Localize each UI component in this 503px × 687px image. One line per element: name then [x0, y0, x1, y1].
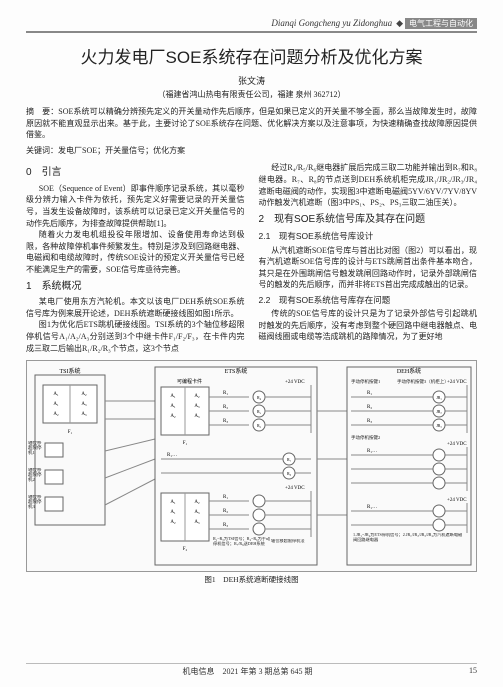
author: 张文涛	[26, 74, 477, 87]
sec21-p1: 从汽机遮断SOE信号库与首出比对图（图2）可以看出，现有汽机遮断SOE信号库的设…	[259, 245, 478, 291]
svg-text:A₁: A₁	[53, 392, 59, 397]
right-column: 经过R₄/R₅/R₆继电器扩展后完成三取二功能并输出到R₇和R₈继电器。R₇、R…	[259, 162, 478, 354]
header-label: 电气工程与自动化	[405, 18, 477, 29]
svg-text:R₂: R₂	[223, 405, 228, 410]
diamond-icon: ◆	[396, 18, 403, 28]
sec1-p2: 图1为优化后ETS跳机硬接线图。TSI系统的3个轴位移超限停机信号A₁/A₂/A…	[26, 319, 245, 354]
svg-text:R₅: R₅	[257, 409, 262, 414]
figure-caption: 图1 DEH系统遮断硬接线图	[26, 574, 477, 585]
svg-text:R₁: R₁	[223, 391, 228, 396]
svg-text:F₁: F₁	[68, 430, 73, 435]
svg-text:A₁: A₁	[170, 510, 176, 515]
svg-text:R₁…: R₁…	[367, 505, 377, 510]
svg-text:F₂: F₂	[183, 547, 188, 552]
svg-text:R₃: R₃	[223, 523, 228, 528]
deh-mid: R₁…	[351, 447, 467, 491]
svg-text:A₃: A₃	[81, 402, 87, 407]
page-number: 15	[469, 666, 477, 675]
svg-text:R₇: R₇	[287, 457, 292, 462]
footer-journal: 机电信息	[183, 667, 215, 676]
svg-text:+24 VDC: +24 VDC	[447, 442, 467, 447]
svg-text:+24 VDC: +24 VDC	[285, 380, 305, 385]
svg-text:R₄: R₄	[257, 395, 262, 400]
abstract-lead: 摘 要：	[26, 107, 58, 116]
sec1-heading: 1 系统概况	[26, 280, 245, 295]
svg-text:JR₁: JR₁	[436, 395, 442, 400]
svg-text:R₈: R₈	[287, 471, 292, 476]
page-header: Dianqi Gongcheng yu Zidonghua ◆电气工程与自动化	[26, 18, 477, 33]
svg-text:R₁…: R₁…	[167, 453, 177, 458]
body-columns: 0 引言 SOE（Sequence of Event）即事件顺序记录系统，其以毫…	[26, 162, 477, 354]
left-column: 0 引言 SOE（Sequence of Event）即事件顺序记录系统，其以毫…	[26, 162, 245, 354]
deh-top: R₁ JR₁ R₂ JR₂ R₃ JR₃	[351, 385, 467, 433]
svg-text:R₃: R₃	[223, 419, 228, 424]
sec0-heading: 0 引言	[26, 166, 245, 181]
svg-text:ETS系统: ETS系统	[225, 367, 248, 375]
right-p1: 经过R₄/R₅/R₆继电器扩展后完成三取二功能并输出到R₇和R₈继电器。R₇、R…	[259, 162, 478, 208]
ets-mid: R₁… R₇ R₈	[161, 453, 311, 479]
svg-text:R₃: R₃	[367, 419, 372, 424]
figure-svg: TSI系统 A₁A₂ A₁A₃ A₂A₃ F₁ A₁ A₂ A₃ 轴位移超限停机…	[27, 361, 477, 571]
svg-text:R₁: R₁	[367, 391, 372, 396]
svg-text:A₁: A₁	[170, 394, 176, 399]
sec2-heading: 2 现有SOE系统信号库及其存在问题	[259, 213, 478, 228]
svg-text:A₃: A₃	[81, 412, 87, 417]
svg-text:R₂: R₂	[223, 509, 228, 514]
abstract: 摘 要：SOE系统可以精确分辨预先定义的开关量动作先后顺序，但是如果已定义的开关…	[26, 106, 477, 141]
svg-text:A₁: A₁	[53, 402, 59, 407]
svg-text:JR₃: JR₃	[436, 423, 442, 428]
svg-text:R₁: R₁	[223, 495, 228, 500]
affiliation: （福建省鸿山热电有限责任公司，福建 泉州 362712）	[26, 89, 477, 100]
svg-text:R₂: R₂	[367, 405, 372, 410]
tsi-label: TSI系统	[59, 367, 80, 375]
svg-text:+24 VDC: +24 VDC	[285, 486, 305, 491]
svg-text:F₁: F₁	[183, 441, 188, 446]
sec22-p1: 传统的SOE信号库的设计只是为了记录外部信号引起跳机时触发的先后顺序，没有考虑到…	[259, 308, 478, 343]
keywords: 关键词：发电厂SOE；开关量信号；优化方案	[26, 145, 477, 157]
footer-issue: 2021 年第 3 期总第 645 期	[223, 667, 313, 676]
article-title: 火力发电厂SOE系统存在问题分析及优化方案	[26, 43, 477, 68]
svg-text:A₁: A₁	[170, 404, 176, 409]
sec21-heading: 2.1 现有SOE系统信号库设计	[259, 230, 478, 242]
svg-text:R₆: R₆	[257, 423, 262, 428]
svg-text:A₂: A₂	[53, 412, 59, 417]
header-pinyin: Dianqi Gongcheng yu Zidonghua	[271, 18, 392, 28]
svg-text:可编程卡件: 可编程卡件	[177, 378, 202, 385]
svg-text:A₃: A₃	[194, 520, 200, 525]
keywords-lead: 关键词：	[26, 146, 58, 155]
svg-text:A₁: A₁	[170, 500, 176, 505]
svg-text:A₃: A₃	[194, 510, 200, 515]
svg-text:A₂: A₂	[194, 394, 200, 399]
ets-relays-top: R₁ R₄ R₂ R₅ R₃ R₆	[209, 385, 311, 433]
svg-text:A₂: A₂	[194, 500, 200, 505]
svg-text:DEH系统: DEH系统	[397, 367, 421, 375]
sec1-p1: 某电厂使用东方汽轮机。本文以该电厂DEH系统SOE系统信号库为例来展开论述，DE…	[26, 296, 245, 319]
deh-bot: R₁…	[351, 503, 467, 533]
abstract-text: SOE系统可以精确分辨预先定义的开关量动作先后顺序，但是如果已定义的开关量不够全…	[26, 107, 477, 139]
page-footer: 机电信息 2021 年第 3 期总第 645 期 15	[26, 663, 477, 677]
svg-text:+24 VDC: +24 VDC	[447, 498, 467, 503]
svg-text:A₃: A₃	[194, 414, 200, 419]
figure-1: TSI系统 A₁A₂ A₁A₃ A₂A₃ F₁ A₁ A₂ A₃ 轴位移超限停机…	[26, 360, 477, 572]
svg-text:JR₂: JR₂	[436, 409, 442, 414]
sec0-p1: SOE（Sequence of Event）即事件顺序记录系统，其以毫秒级分辨力…	[26, 183, 245, 229]
sec0-p2: 随着火力发电机组投役年限增加、设备使用寿命达到极限，各种故障停机事件频繁发生。特…	[26, 229, 245, 275]
svg-text:A₂: A₂	[170, 414, 176, 419]
sec22-heading: 2.2 现有SOE系统信号库存在问题	[259, 294, 478, 306]
svg-text:R₁…: R₁…	[367, 449, 377, 454]
svg-text:A₃: A₃	[194, 404, 200, 409]
svg-text:A₂: A₂	[170, 520, 176, 525]
keywords-text: 发电厂SOE；开关量信号；优化方案	[58, 146, 185, 155]
svg-text:A₂: A₂	[81, 392, 87, 397]
